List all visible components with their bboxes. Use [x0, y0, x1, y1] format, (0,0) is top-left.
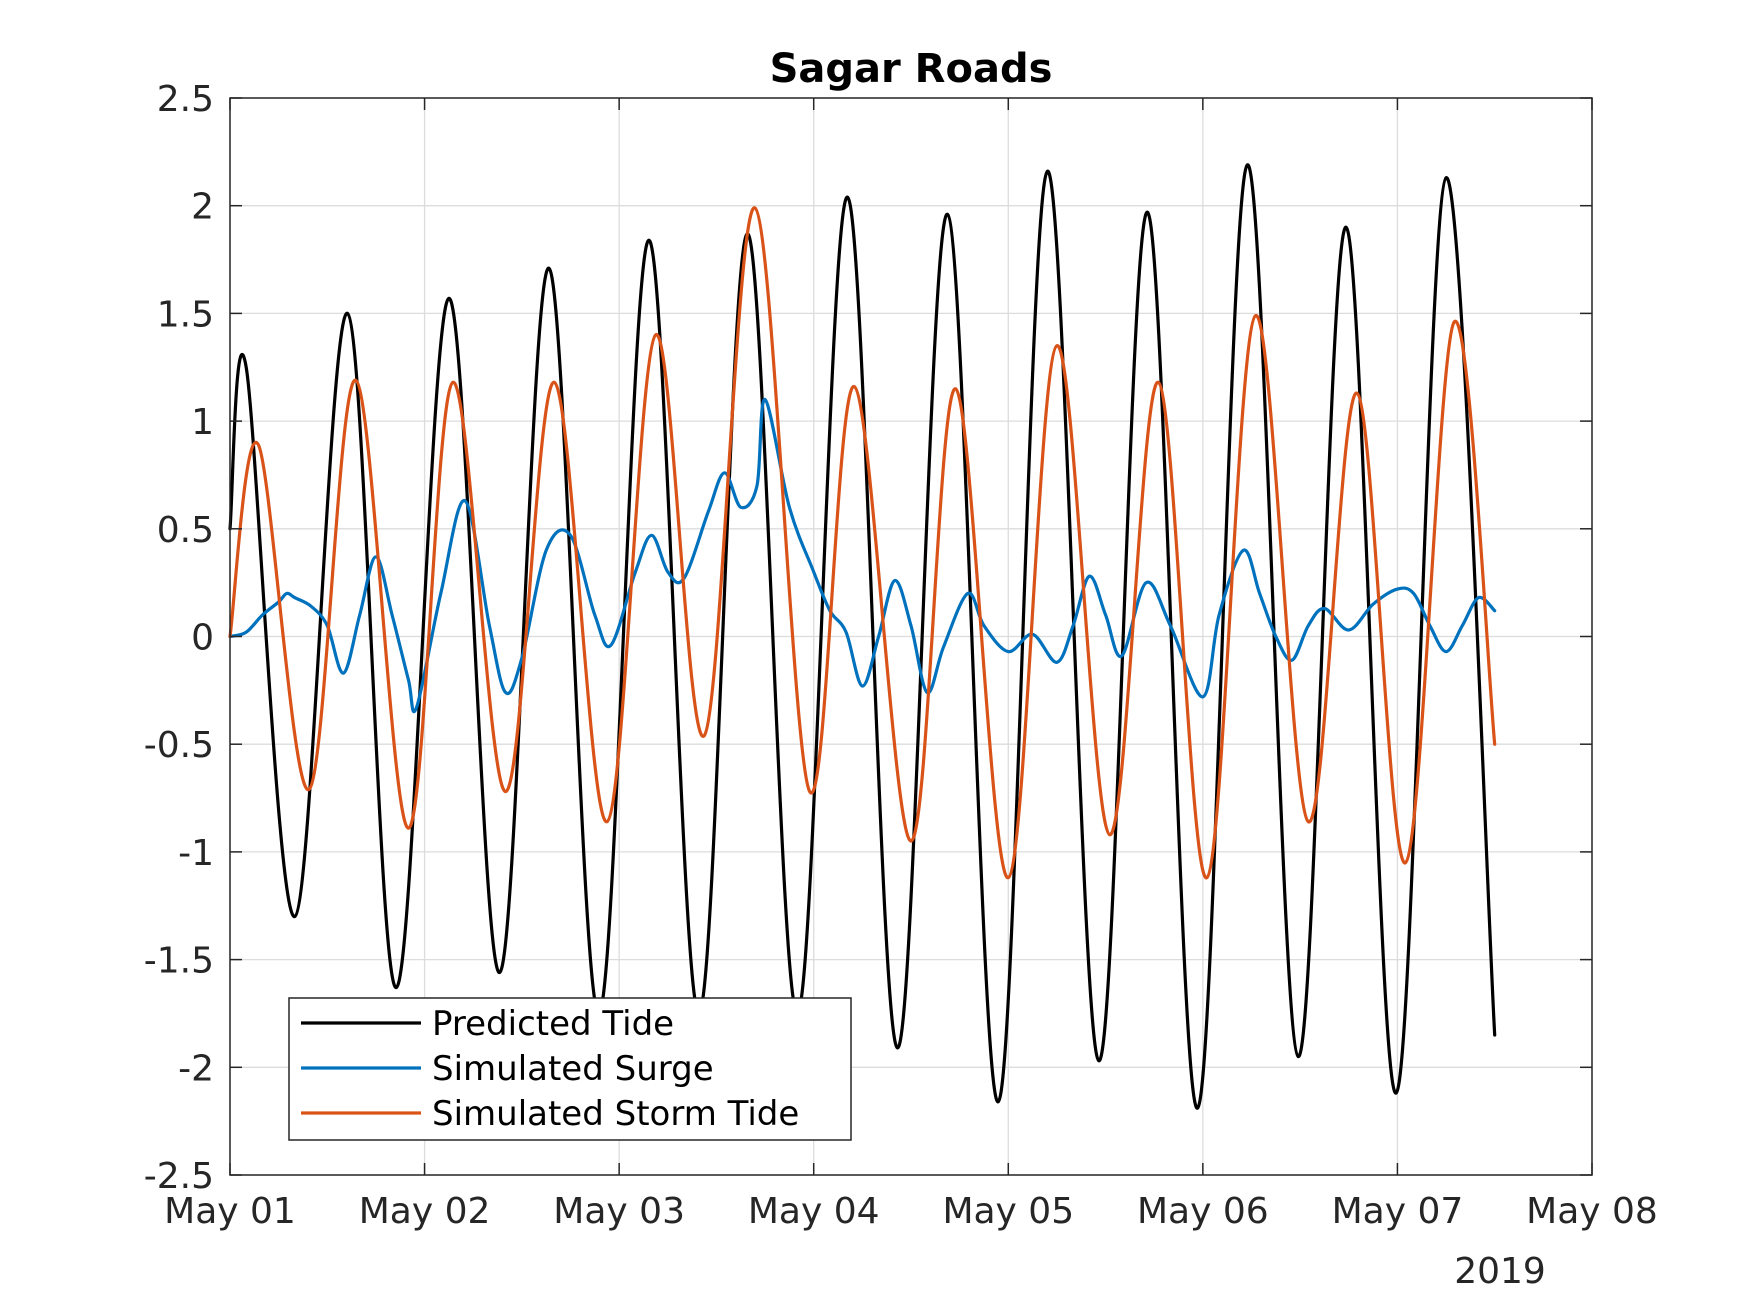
legend-label-predicted-tide: Predicted Tide: [432, 1004, 674, 1044]
series-layer: [228, 163, 1497, 1110]
chart-title: Sagar Roads: [770, 46, 1053, 92]
y-tick-label: -1: [178, 833, 214, 874]
x-tick-label: May 05: [942, 1191, 1074, 1232]
y-tick-label: 0: [191, 618, 214, 659]
x-tick-label: May 01: [164, 1191, 296, 1232]
y-tick-label: -1.5: [144, 941, 214, 982]
legend-label-simulated-storm-tide: Simulated Storm Tide: [432, 1094, 799, 1134]
series-line-simulated-surge: [228, 397, 1497, 714]
legend-label-simulated-surge: Simulated Surge: [432, 1049, 714, 1089]
x-tick-label: May 03: [553, 1191, 685, 1232]
y-tick-label: 2: [191, 187, 214, 228]
x-tick-label: May 08: [1526, 1191, 1658, 1232]
y-tick-label: -2.5: [144, 1156, 214, 1197]
ticks: May 01 May 02 May 03 May 04 May 05 May 06 May …: [144, 79, 1658, 1232]
x-tick-label: May 07: [1332, 1191, 1464, 1232]
y-tick-label: 2.5: [157, 79, 214, 120]
x-tick-label: May 04: [748, 1191, 880, 1232]
x-secondary-label: 2019: [1454, 1251, 1546, 1292]
y-tick-label: 0.5: [157, 510, 214, 551]
y-tick-label: -2: [178, 1048, 214, 1089]
y-tick-label: -0.5: [144, 725, 214, 766]
legend: Predicted Tide Simulated Surge Simulated S…: [288, 997, 852, 1141]
x-tick-label: May 02: [359, 1191, 491, 1232]
x-tick-label: May 06: [1137, 1191, 1269, 1232]
y-tick-label: 1: [191, 402, 214, 443]
y-tick-label: 1.5: [157, 294, 214, 335]
series-line-simulated-storm-tide: [228, 206, 1497, 880]
series-line-predicted-tide: [228, 163, 1497, 1110]
